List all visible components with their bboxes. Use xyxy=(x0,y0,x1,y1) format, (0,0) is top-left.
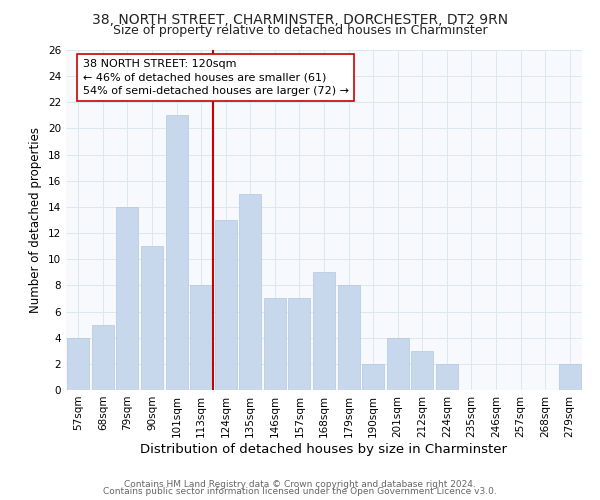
Bar xyxy=(411,351,433,390)
Bar xyxy=(67,338,89,390)
Bar xyxy=(386,338,409,390)
Text: Size of property relative to detached houses in Charminster: Size of property relative to detached ho… xyxy=(113,24,487,37)
Y-axis label: Number of detached properties: Number of detached properties xyxy=(29,127,43,313)
Bar xyxy=(289,298,310,390)
Text: 38, NORTH STREET, CHARMINSTER, DORCHESTER, DT2 9RN: 38, NORTH STREET, CHARMINSTER, DORCHESTE… xyxy=(92,12,508,26)
Bar xyxy=(436,364,458,390)
Bar xyxy=(559,364,581,390)
Bar xyxy=(264,298,286,390)
Bar xyxy=(362,364,384,390)
Bar xyxy=(116,207,139,390)
Bar xyxy=(190,286,212,390)
Bar xyxy=(92,324,114,390)
Bar xyxy=(239,194,262,390)
Text: Contains HM Land Registry data © Crown copyright and database right 2024.: Contains HM Land Registry data © Crown c… xyxy=(124,480,476,489)
Text: Contains public sector information licensed under the Open Government Licence v3: Contains public sector information licen… xyxy=(103,487,497,496)
X-axis label: Distribution of detached houses by size in Charminster: Distribution of detached houses by size … xyxy=(140,442,508,456)
Bar xyxy=(141,246,163,390)
Bar xyxy=(215,220,237,390)
Text: 38 NORTH STREET: 120sqm
← 46% of detached houses are smaller (61)
54% of semi-de: 38 NORTH STREET: 120sqm ← 46% of detache… xyxy=(83,59,349,96)
Bar xyxy=(313,272,335,390)
Bar xyxy=(338,286,359,390)
Bar xyxy=(166,116,188,390)
